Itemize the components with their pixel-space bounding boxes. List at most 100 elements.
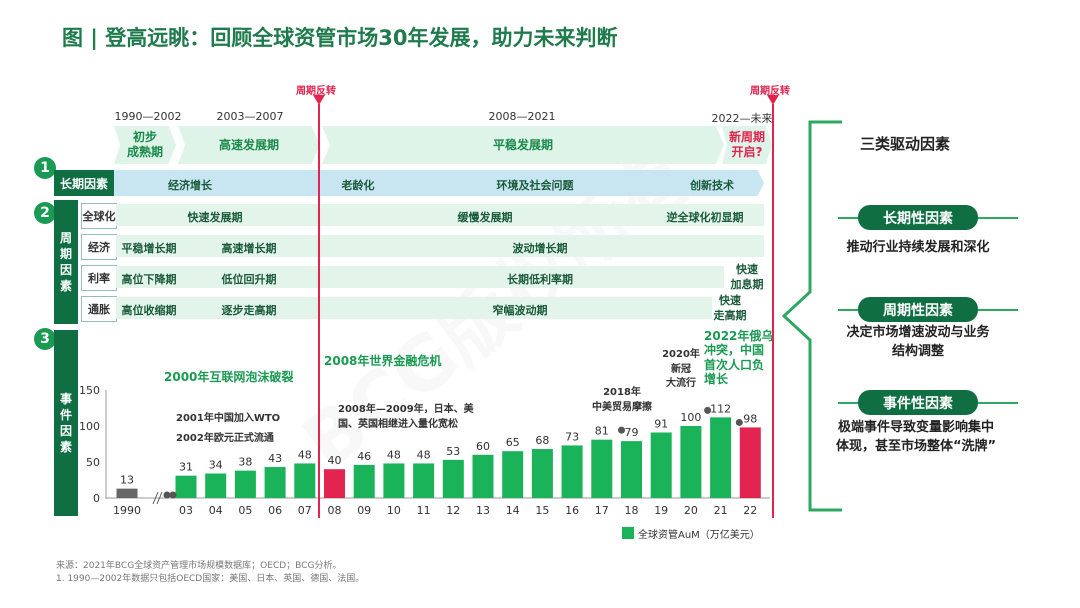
x-tick-label: 03	[179, 504, 193, 517]
data-label-19: 91	[654, 417, 668, 430]
x-tick-label: 14	[506, 504, 520, 517]
y-tick-label: 100	[79, 420, 100, 433]
driver-pill-longterm: 长期性因素	[858, 205, 978, 230]
cyclical-row-4-seg-4: 快速 走高期	[713, 294, 747, 322]
bar-12	[442, 459, 464, 498]
bar-06	[264, 467, 286, 498]
cyclical-row-bar-4	[116, 297, 712, 319]
data-label-20: 100	[680, 411, 701, 424]
phase-chevron-2: 高速发展期	[178, 126, 320, 164]
bar-16	[561, 445, 583, 498]
cyclical-row-bar-2	[116, 235, 764, 257]
long-term-item-3: 环境及社会问题	[496, 179, 574, 192]
event-marker-2	[618, 426, 625, 434]
axis-break-mark	[152, 491, 159, 505]
bar-07	[294, 463, 316, 498]
event-2000-dotcom: 2000年互联网泡沫破裂	[164, 370, 294, 384]
event-2001-wto: 2001年中国加入WTO	[176, 413, 281, 424]
bar-20	[680, 426, 702, 498]
data-label-11: 48	[417, 448, 431, 461]
driver-desc-longterm: 推动行业持续发展和深化	[846, 240, 990, 255]
event-2002-euro: 2002年欧元正式流通	[176, 433, 274, 444]
y-tick-label: 150	[79, 384, 100, 397]
event-2022-conflict: 2022年俄乌 冲突，中国 首次人口负 增长	[704, 329, 774, 387]
cyclical-row-4-seg-3: 窄幅波动期	[492, 304, 548, 317]
driver-desc-cyclical: 决定市场增速波动与业务 结构调整	[846, 325, 990, 359]
data-label-18: 79	[625, 426, 639, 439]
x-tick-label: 10	[387, 504, 401, 517]
era-year-2: 2003—2007	[216, 110, 284, 123]
chart-legend-label: 全球资管AuM（万亿美元）	[638, 530, 760, 541]
bar-11	[413, 463, 435, 498]
data-label-22: 98	[743, 412, 757, 425]
data-label-08: 40	[328, 454, 342, 467]
footnote-source: 来源：2021年BCG全球资产管理市场规模数据库；OECD；BCG分析。	[56, 561, 342, 571]
driver-pill-event: 事件性因素	[858, 390, 978, 415]
x-tick-label: 11	[417, 504, 431, 517]
long-term-bar	[114, 170, 764, 196]
cyclical-row-1-seg-1: 快速发展期	[187, 211, 243, 224]
bar-09	[353, 464, 375, 498]
right-panel-bracket	[781, 120, 842, 512]
phase-chevron-1: 初步 成熟期	[114, 126, 176, 164]
data-label-05: 38	[238, 456, 252, 469]
era-year-4: 2022—未来	[711, 112, 773, 125]
cyclical-row-label-2: 经济	[81, 234, 117, 260]
bar-13	[472, 454, 494, 498]
data-label-06: 43	[268, 452, 282, 465]
data-label-10: 48	[387, 448, 401, 461]
x-tick-label: 04	[209, 504, 223, 517]
bar-10	[383, 463, 405, 498]
cyclical-row-1-seg-2: 缓慢发展期	[457, 211, 513, 224]
y-tick-label: 0	[93, 492, 100, 505]
x-tick-label: 17	[595, 504, 609, 517]
bar-14	[502, 451, 524, 498]
data-label-12: 53	[446, 445, 460, 458]
y-tick-label: 50	[86, 456, 100, 469]
x-tick-label: 13	[476, 504, 490, 517]
event-marker-1	[169, 491, 177, 499]
x-tick-label: 05	[238, 504, 252, 517]
long-term-item-4: 创新技术	[690, 179, 734, 192]
driver-pill-cyclical: 周期性因素	[858, 297, 978, 322]
data-label-15: 68	[535, 434, 549, 447]
phase-chevron-3: 平稳发展期	[322, 126, 724, 164]
x-tick-label: 1990	[113, 504, 141, 517]
cyclical-row-bar-1	[116, 204, 764, 226]
cyclical-row-2-seg-2: 高速增长期	[221, 242, 277, 255]
bar-08	[324, 469, 345, 498]
data-label-16: 73	[565, 430, 579, 443]
data-label-07: 48	[298, 448, 312, 461]
cyclical-row-label-3: 利率	[81, 265, 117, 291]
bar-17	[591, 439, 613, 498]
cyclical-row-4-seg-2: 逐步走高期	[221, 304, 277, 317]
event-2018-trade: 2018年 中美贸易摩擦	[592, 387, 652, 413]
bar-15	[531, 449, 553, 498]
phase-chevron-4: 新周期 开启?	[722, 126, 772, 164]
data-label-14: 65	[506, 436, 520, 449]
x-tick-label: 15	[535, 504, 549, 517]
drivers-title: 三类驱动因素	[860, 135, 951, 153]
data-label-04: 34	[209, 459, 223, 472]
turn-arrow-2008	[313, 95, 325, 105]
footnote-1: 1. 1990—2002年数据只包括OECD国家：美国、日本、英国、德国、法国。	[56, 574, 365, 584]
event-marker-4	[735, 418, 743, 426]
event-marker-3	[704, 406, 712, 414]
bar-22	[739, 427, 761, 498]
x-tick-label: 08	[328, 504, 342, 517]
chart-legend-swatch	[622, 527, 634, 539]
cyclical-row-2-seg-1: 平稳增长期	[121, 242, 177, 255]
section-number-3: 3	[34, 328, 56, 350]
cycle-turn-label-2008: 周期反转	[296, 86, 336, 97]
data-label-09: 46	[357, 450, 371, 463]
aum-bar-chart: 0 50 100 150 13 1990 31 03 34 04 38 05 43 06 48 07 40 08 4…	[79, 384, 770, 517]
era-year-3: 2008—2021	[488, 110, 556, 123]
cyclical-row-3-seg-1: 高位下降期	[121, 273, 177, 286]
cyclical-row-4-seg-1: 高位收缩期	[121, 304, 177, 317]
section-number-2: 2	[34, 202, 56, 224]
cycle-turn-line-2022	[772, 104, 774, 518]
cyclical-side-label: 周 期 因 素	[54, 200, 78, 324]
turn-arrow-2022	[767, 95, 779, 105]
x-tick-label: 06	[268, 504, 282, 517]
cyclical-row-label-4: 通胀	[81, 296, 117, 322]
